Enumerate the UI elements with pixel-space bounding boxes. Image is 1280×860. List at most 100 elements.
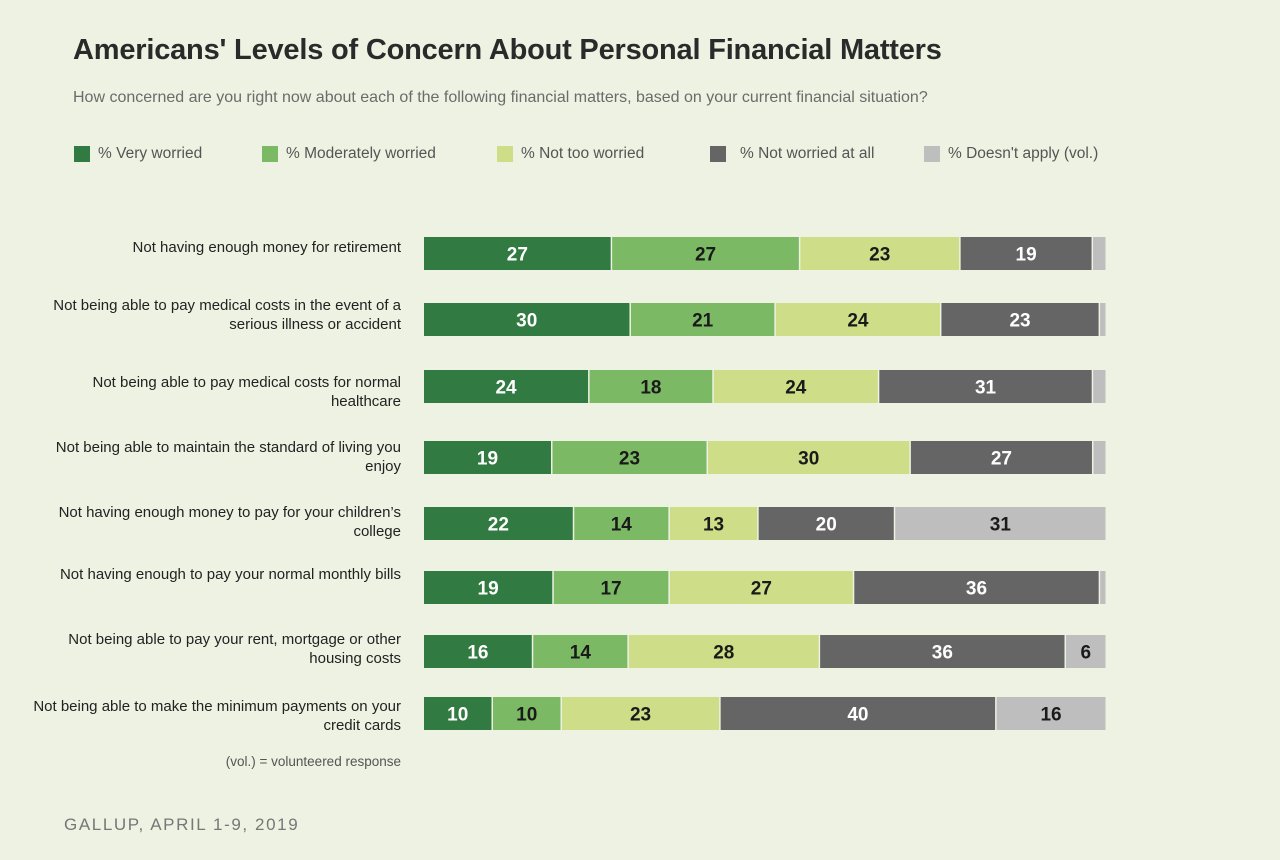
bar-segment-not-worried-at-all-row-6 [854, 571, 1099, 604]
row-label-credit-cards: Not being able to make the minimum payme… [33, 698, 401, 734]
bar-segment-doesnt-apply-row-3 [1093, 370, 1106, 403]
bar-segment-not-worried-at-all-row-5 [758, 507, 894, 540]
bar-segment-not-too-worried-row-6 [669, 571, 853, 604]
legend-item-very-worried: % Very worried [74, 144, 202, 164]
bar-segment-not-worried-at-all-row-1 [960, 237, 1092, 270]
bar-segment-doesnt-apply-row-8 [996, 697, 1106, 730]
data-label-not-worried-at-all-row-8: 40 [847, 705, 868, 726]
data-label-doesnt-apply-row-5: 31 [990, 515, 1012, 536]
bar-segment-very-worried-row-6 [424, 571, 553, 604]
legend-label-not-too-worried: % Not too worried [521, 145, 645, 162]
legend-label-not-worried-at-all: % Not worried at all [740, 145, 875, 162]
bar-segment-moderately-worried-row-8 [492, 697, 561, 730]
bar-segment-moderately-worried-row-6 [553, 571, 669, 604]
bar-segment-moderately-worried-row-5 [574, 507, 669, 540]
legend: % Very worried % Moderately worried % No… [0, 144, 1280, 166]
data-label-not-worried-at-all-row-3: 31 [975, 378, 997, 399]
chart-title: Americans' Levels of Concern About Perso… [73, 34, 942, 66]
bar-segment-doesnt-apply-row-2 [1100, 303, 1106, 336]
data-label-doesnt-apply-row-8: 16 [1040, 705, 1061, 726]
data-label-very-worried-row-8: 10 [447, 705, 468, 726]
data-label-doesnt-apply-row-7: 6 [1080, 643, 1091, 664]
bar-segment-not-too-worried-row-7 [628, 635, 819, 668]
data-label-not-worried-at-all-row-4: 27 [991, 449, 1012, 470]
bar-segment-doesnt-apply-row-5 [895, 507, 1106, 540]
data-label-moderately-worried-row-8: 10 [516, 705, 537, 726]
row-label-standard-of-living: Not being able to maintain the standard … [55, 439, 401, 475]
bar-segment-not-worried-at-all-row-3 [879, 370, 1092, 403]
legend-item-not-too-worried: % Not too worried [497, 144, 644, 164]
row-label-retirement: Not having enough money for retirement [132, 239, 401, 256]
data-label-not-too-worried-row-2: 24 [847, 311, 869, 332]
data-label-moderately-worried-row-7: 14 [570, 643, 592, 664]
bar-segment-not-too-worried-row-3 [713, 370, 878, 403]
bar-segment-moderately-worried-row-2 [630, 303, 775, 336]
legend-item-doesnt-apply: % Doesn't apply (vol.) [924, 144, 1098, 164]
bar-segment-very-worried-row-3 [424, 370, 589, 403]
data-label-very-worried-row-6: 19 [478, 579, 499, 600]
bar-segment-not-too-worried-row-5 [669, 507, 758, 540]
row-label-housing: Not being able to pay your rent, mortgag… [68, 631, 401, 667]
legend-swatch-very-worried [74, 146, 90, 162]
data-label-not-too-worried-row-8: 23 [630, 705, 651, 726]
row-label-medical-normal: Not being able to pay medical costs for … [92, 374, 402, 410]
legend-label-very-worried: % Very worried [98, 145, 203, 162]
data-label-moderately-worried-row-5: 14 [611, 515, 633, 536]
legend-item-not-worried-at-all: % Not worried at all [710, 144, 874, 164]
bar-segment-not-worried-at-all-row-2 [941, 303, 1099, 336]
data-label-not-worried-at-all-row-1: 19 [1016, 245, 1037, 266]
data-label-not-too-worried-row-3: 24 [785, 378, 807, 399]
bar-segment-very-worried-row-5 [424, 507, 573, 540]
data-label-not-worried-at-all-row-2: 23 [1009, 311, 1030, 332]
bar-segment-not-too-worried-row-2 [775, 303, 940, 336]
bar-segment-not-worried-at-all-row-8 [720, 697, 996, 730]
data-label-moderately-worried-row-1: 27 [695, 245, 716, 266]
legend-swatch-not-worried-at-all [710, 146, 726, 162]
data-label-very-worried-row-3: 24 [495, 378, 517, 399]
data-label-very-worried-row-2: 30 [516, 311, 537, 332]
data-label-very-worried-row-4: 19 [477, 449, 498, 470]
bar-segment-doesnt-apply-row-6 [1100, 571, 1106, 604]
data-label-not-worried-at-all-row-7: 36 [932, 643, 953, 664]
legend-swatch-doesnt-apply [924, 146, 940, 162]
data-label-very-worried-row-5: 22 [488, 515, 509, 536]
bar-segment-very-worried-row-1 [424, 237, 611, 270]
bar-segment-moderately-worried-row-1 [612, 237, 799, 270]
data-label-not-too-worried-row-6: 27 [751, 579, 772, 600]
data-label-not-too-worried-row-5: 13 [703, 515, 724, 536]
bar-segment-not-worried-at-all-row-7 [820, 635, 1065, 668]
data-label-very-worried-row-1: 27 [507, 245, 528, 266]
data-label-very-worried-row-7: 16 [467, 643, 488, 664]
data-label-moderately-worried-row-6: 17 [600, 579, 621, 600]
legend-swatch-moderately-worried [262, 146, 278, 162]
bar-segment-doesnt-apply-row-4 [1093, 441, 1106, 474]
legend-swatch-not-too-worried [497, 146, 513, 162]
data-label-not-worried-at-all-row-6: 36 [966, 579, 987, 600]
data-label-not-too-worried-row-1: 23 [869, 245, 890, 266]
row-label-medical-serious: Not being able to pay medical costs in t… [53, 297, 401, 333]
bar-segment-not-too-worried-row-4 [708, 441, 910, 474]
data-label-moderately-worried-row-4: 23 [619, 449, 640, 470]
bar-segment-not-too-worried-row-1 [800, 237, 960, 270]
bar-segment-very-worried-row-4 [424, 441, 551, 474]
bar-segment-very-worried-row-2 [424, 303, 630, 336]
row-label-college: Not having enough money to pay for your … [58, 504, 401, 540]
bar-segment-not-worried-at-all-row-4 [910, 441, 1092, 474]
bar-segment-doesnt-apply-row-1 [1093, 237, 1106, 270]
data-label-moderately-worried-row-3: 18 [640, 378, 661, 399]
data-label-moderately-worried-row-2: 21 [692, 311, 714, 332]
bar-segment-moderately-worried-row-3 [589, 370, 713, 403]
legend-item-moderately-worried: % Moderately worried [262, 144, 436, 164]
legend-label-moderately-worried: % Moderately worried [286, 145, 436, 162]
bar-segment-very-worried-row-8 [424, 697, 492, 730]
legend-label-doesnt-apply: % Doesn't apply (vol.) [948, 145, 1099, 162]
source-line: GALLUP, APRIL 1-9, 2019 [64, 815, 300, 834]
bar-segment-moderately-worried-row-7 [533, 635, 628, 668]
data-label-not-too-worried-row-7: 28 [713, 643, 734, 664]
bar-segment-not-too-worried-row-8 [561, 697, 720, 730]
data-label-not-too-worried-row-4: 30 [798, 449, 819, 470]
chart-subtitle: How concerned are you right now about ea… [73, 89, 928, 106]
data-label-not-worried-at-all-row-5: 20 [816, 515, 837, 536]
bar-segment-moderately-worried-row-4 [552, 441, 707, 474]
